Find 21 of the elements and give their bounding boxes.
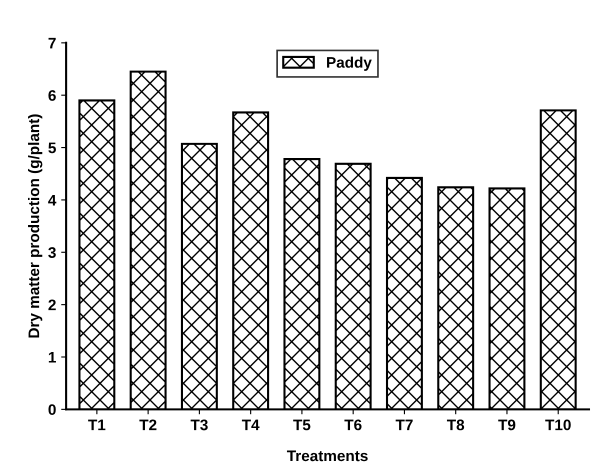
x-tick-label: T8 [446, 419, 464, 430]
y-tick-label: 5 [48, 142, 56, 154]
y-tick-label: 7 [48, 38, 56, 48]
y-tick-label: 4 [48, 194, 56, 206]
y-tick-label: 0 [48, 404, 56, 416]
x-tick-label: T6 [344, 419, 362, 430]
y-tick-label: 6 [48, 90, 56, 101]
y-tick-label: 3 [48, 247, 56, 258]
x-tick-label: T1 [88, 420, 106, 430]
x-tick-label: T9 [498, 419, 516, 430]
y-tick-label: 2 [48, 300, 56, 310]
x-tick-label: T5 [293, 420, 310, 430]
x-tick-label: T10 [545, 419, 571, 430]
x-axis-title: Treatments [286, 450, 368, 462]
x-tick-label: T3 [190, 419, 208, 430]
y-axis-title: Dry matter production (g/plant) [28, 114, 42, 338]
x-tick-label: T7 [396, 420, 413, 430]
x-tick-label: T4 [242, 420, 260, 430]
x-tick-label: T2 [139, 419, 156, 430]
y-tick-label: 1 [48, 352, 56, 363]
legend-label: Paddy [327, 56, 372, 71]
